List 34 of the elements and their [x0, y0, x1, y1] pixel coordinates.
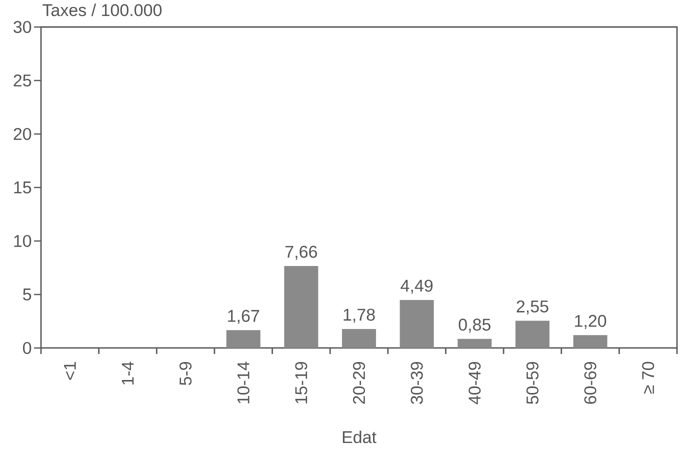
x-tick-label: 30-39 — [410, 362, 423, 404]
x-tick-label: 60-69 — [584, 362, 596, 404]
x-axis-title: Edat — [342, 430, 376, 444]
x-tick-label: <1 — [64, 362, 76, 380]
bar — [284, 266, 318, 348]
data-label: 1,67 — [228, 310, 260, 324]
data-label: 4,49 — [400, 280, 433, 294]
x-tick-label: 20-29 — [352, 362, 366, 404]
y-tick-label: 0 — [23, 342, 32, 354]
y-tick-label: 20 — [14, 128, 32, 140]
x-tick-label: ≥ 70 — [642, 362, 654, 394]
data-label: 1,20 — [575, 314, 606, 329]
bar — [226, 330, 260, 348]
bar — [573, 335, 608, 348]
y-tick-label: 30 — [14, 20, 32, 34]
x-tick-label: 5-9 — [180, 362, 192, 386]
y-tick-label: 5 — [23, 288, 32, 300]
y-tick-label: 10 — [14, 234, 32, 248]
x-tick-label: 15-19 — [295, 362, 308, 404]
y-tick-label: 15 — [14, 182, 32, 194]
bar — [342, 328, 376, 348]
bar — [458, 338, 492, 348]
data-label: 2,55 — [516, 300, 548, 314]
x-tick-label: 10-14 — [237, 362, 250, 404]
bar — [400, 300, 434, 348]
bar — [515, 320, 550, 348]
x-tick-label: 50-59 — [526, 362, 538, 404]
x-tick-label: 40-49 — [468, 362, 481, 404]
data-label: 0,85 — [458, 318, 490, 333]
y-tick-label: 25 — [14, 74, 32, 87]
x-tick-label: 1-4 — [122, 362, 134, 384]
data-label: 7,66 — [286, 246, 317, 260]
data-label: 1,78 — [344, 308, 375, 323]
y-axis-title: Taxes / 100.000 — [42, 4, 162, 16]
